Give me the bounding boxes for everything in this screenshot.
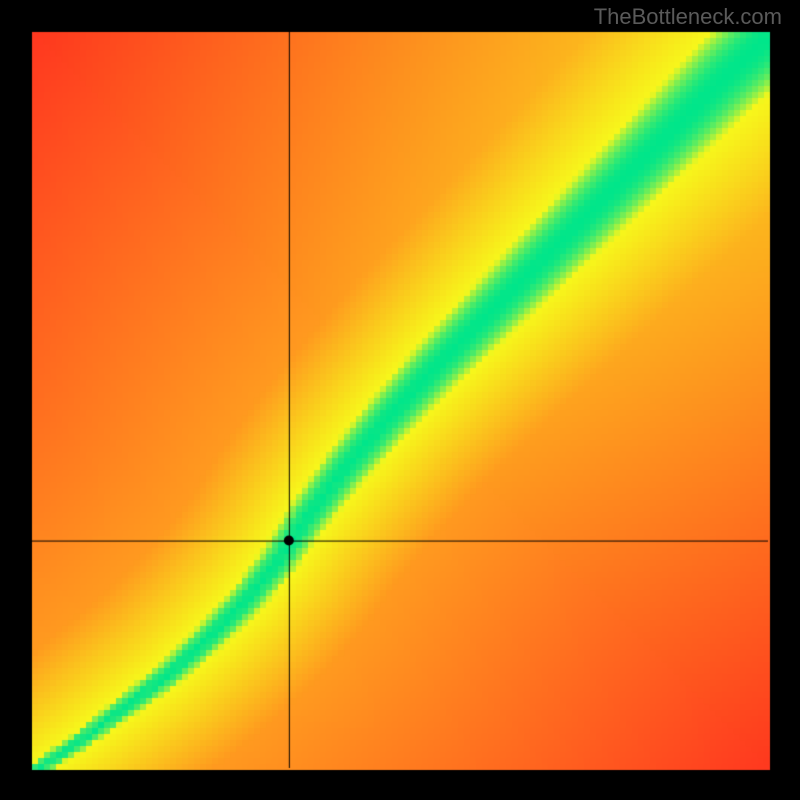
watermark-text: TheBottleneck.com — [594, 4, 782, 30]
chart-container: TheBottleneck.com — [0, 0, 800, 800]
heatmap-canvas — [0, 0, 800, 800]
